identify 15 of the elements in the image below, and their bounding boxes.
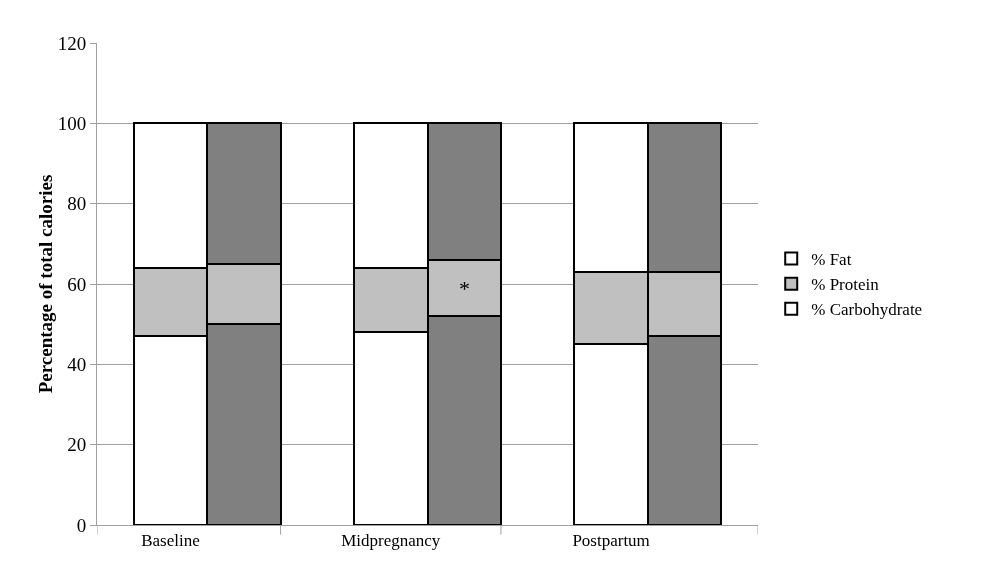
- y-tick-label: 60: [67, 273, 87, 295]
- y-tick-label: 120: [57, 32, 87, 54]
- x-tick-label: Midpregnancy: [341, 531, 441, 551]
- y-axis-title: Percentage of total calories: [34, 174, 56, 394]
- legend-label: % Protein: [811, 275, 880, 295]
- y-tick-label: 20: [67, 434, 87, 456]
- y-tick-label: 100: [57, 112, 87, 134]
- y-tick-label: 80: [67, 193, 87, 215]
- legend-label: % Carbohydrate: [811, 300, 923, 320]
- y-tick-label: 40: [67, 353, 87, 375]
- legend-label: % Fat: [811, 250, 852, 270]
- x-tick-label: Baseline: [141, 531, 200, 551]
- annotation: *: [459, 276, 470, 301]
- x-tick-label: Postpartum: [572, 531, 650, 551]
- y-tick-label: 0: [76, 514, 87, 536]
